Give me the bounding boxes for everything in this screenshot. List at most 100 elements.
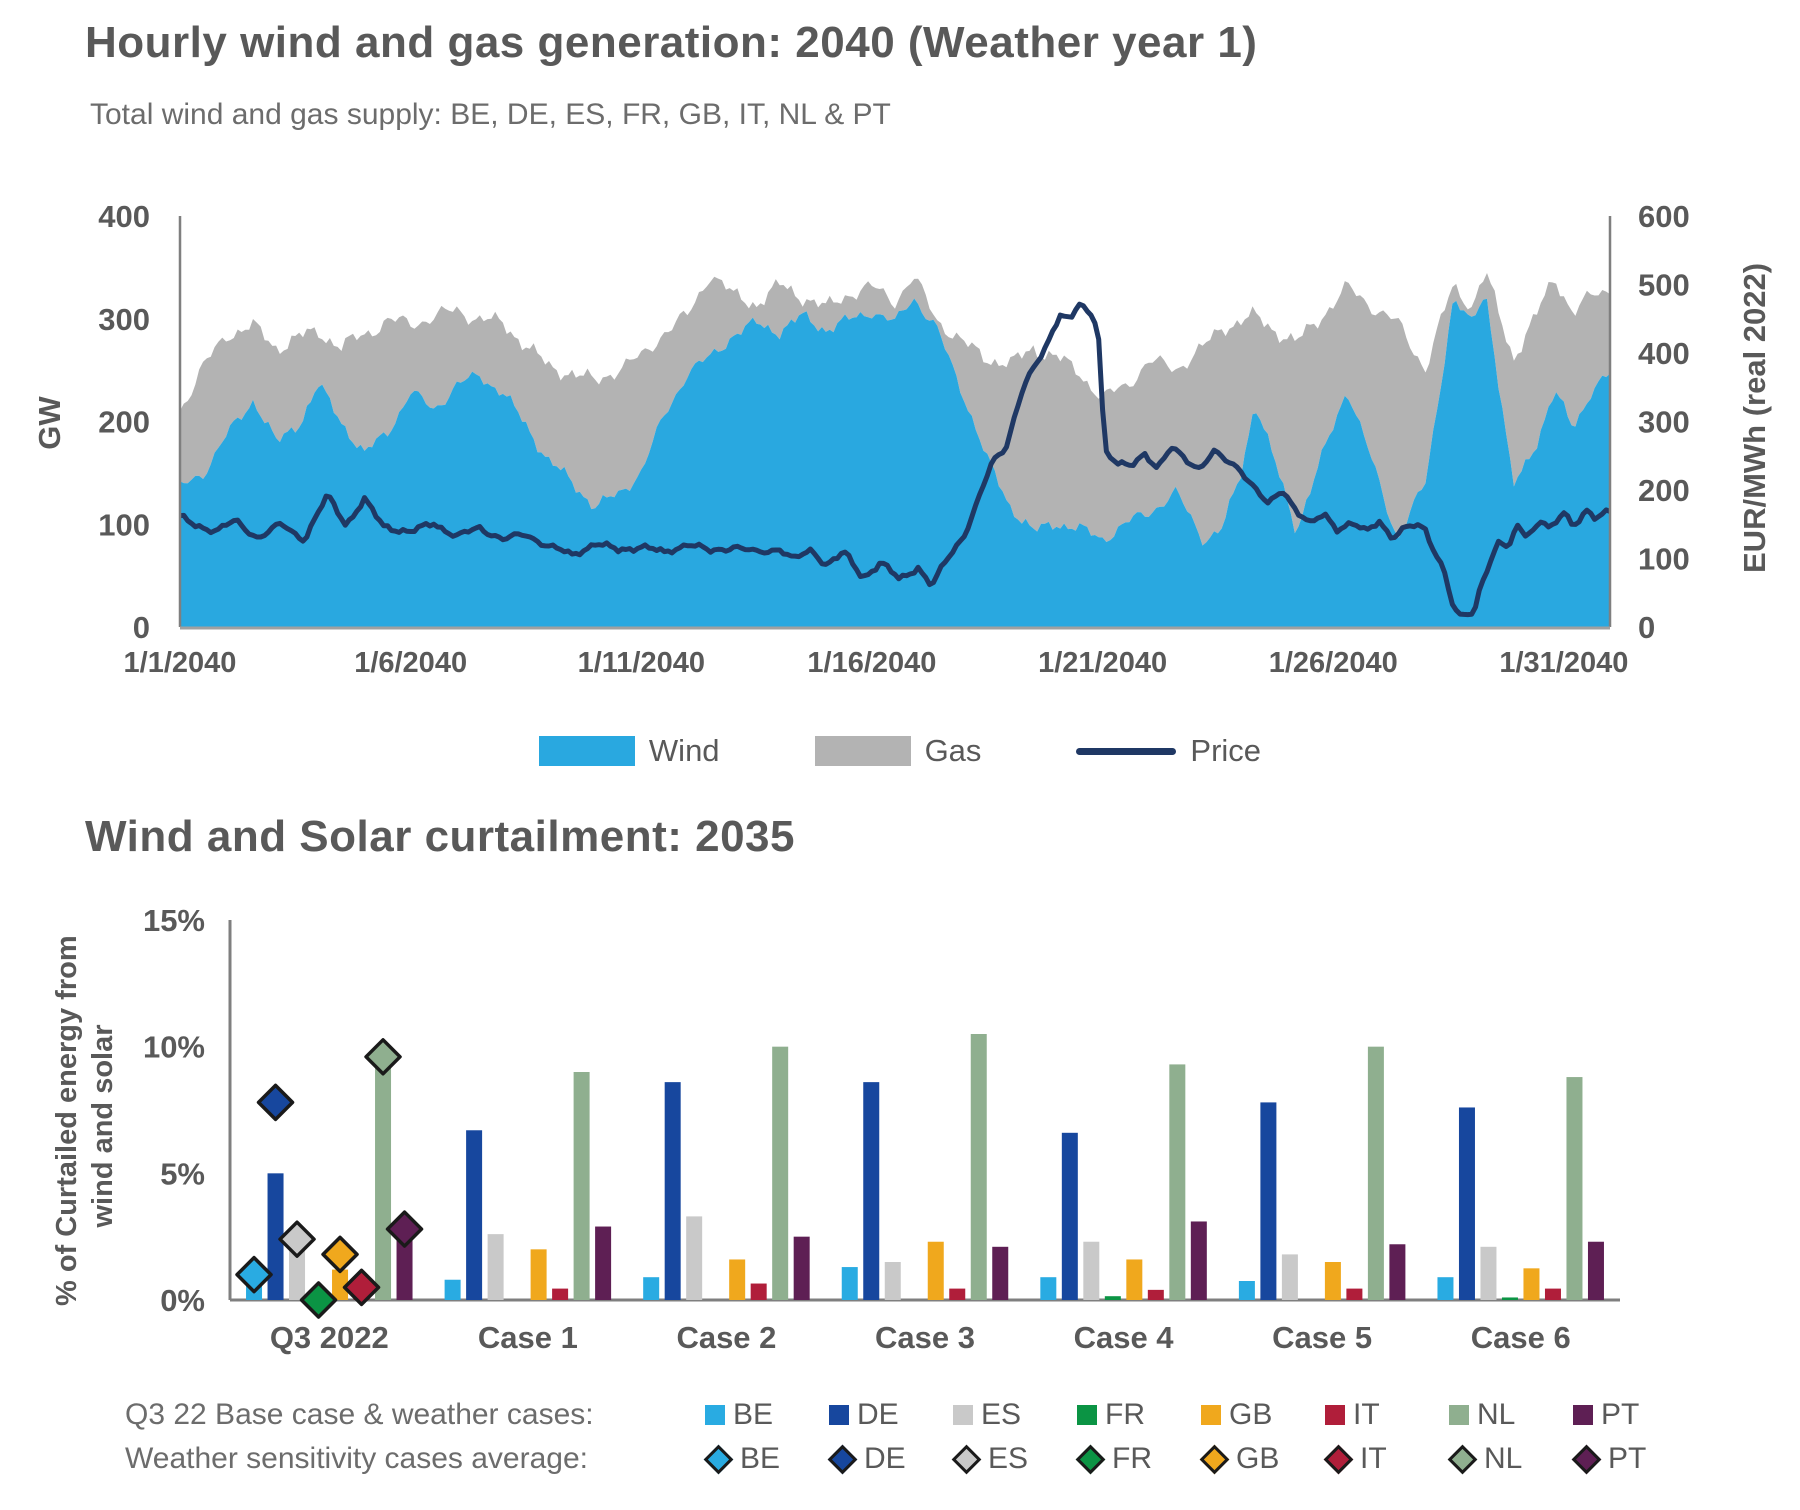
legend-diamond-it: IT	[1323, 1442, 1449, 1476]
bar-pt-case-4	[1190, 1221, 1207, 1300]
bar-it-case-3	[949, 1288, 966, 1300]
right-axis-tick: 200	[1638, 473, 1690, 508]
bar-es-q3-2022	[289, 1244, 306, 1300]
price-line-series	[179, 301, 1611, 618]
date-axis-tick: 1/11/2040	[578, 647, 705, 679]
gas-swatch-icon	[814, 736, 911, 766]
bar-pt-case-2	[793, 1236, 810, 1300]
es-diamond-icon	[951, 1444, 982, 1474]
right-axis-tick: 400	[1638, 336, 1690, 371]
legend-square-it: IT	[1325, 1398, 1449, 1432]
category-label-q3-2022: Q3 2022	[270, 1320, 389, 1355]
legend-label: BE	[740, 1442, 781, 1475]
bar-gb-case-6	[1523, 1268, 1540, 1300]
bar-de-q3-2022	[267, 1173, 284, 1300]
it-diamond-icon	[1323, 1444, 1354, 1474]
legend-label: FR	[1112, 1442, 1152, 1475]
bar-de-case-5	[1260, 1102, 1277, 1300]
date-axis-tick: 1/1/2040	[124, 647, 237, 679]
legend-label: FR	[1105, 1398, 1145, 1431]
legend-diamond-es: ES	[951, 1442, 1077, 1476]
wind-swatch-icon	[538, 736, 635, 766]
left-axis-tick: 400	[98, 199, 150, 234]
category-label-case-2: Case 2	[676, 1320, 776, 1355]
bar-gb-case-2	[729, 1259, 746, 1300]
date-axis-tick: 1/26/2040	[1269, 647, 1398, 679]
date-axis-tick: 1/31/2040	[1499, 647, 1628, 679]
category-label-case-3: Case 3	[875, 1320, 975, 1355]
legend-label: PT	[1601, 1398, 1640, 1431]
weather-diamond-fr	[299, 1281, 338, 1319]
bar-nl-case-6	[1566, 1077, 1583, 1300]
bar-de-case-6	[1458, 1107, 1475, 1300]
legend-label: BE	[733, 1398, 774, 1431]
gas-legend-label: Gas	[924, 733, 982, 768]
bar-de-case-1	[466, 1130, 483, 1300]
bar-gb-case-3	[927, 1241, 944, 1300]
pt-square-icon	[1573, 1405, 1593, 1425]
de-diamond-icon	[827, 1444, 858, 1474]
price-legend-label: Price	[1190, 733, 1262, 768]
fr-diamond-icon	[1075, 1444, 1106, 1474]
bar-gb-case-1	[530, 1249, 547, 1300]
legend-diamond-de: DE	[827, 1442, 953, 1476]
weather-diamond-pt	[385, 1210, 424, 1248]
legend-label: DE	[857, 1398, 899, 1431]
legend-label: NL	[1477, 1398, 1516, 1431]
nl-diamond-icon	[1447, 1444, 1478, 1474]
legend-label: DE	[864, 1442, 906, 1475]
bar-it-case-1	[552, 1288, 569, 1300]
bar-it-case-6	[1544, 1288, 1561, 1300]
it-square-icon	[1325, 1405, 1345, 1425]
bar-be-case-2	[643, 1277, 660, 1300]
es-square-icon	[953, 1405, 973, 1425]
gb-diamond-icon	[1199, 1444, 1230, 1474]
pt-diamond-icon	[1571, 1444, 1602, 1474]
weather-cases-legend-entries: BE DE ES FR GB IT NL PT	[703, 1442, 1775, 1476]
date-axis-tick: 1/21/2040	[1038, 647, 1167, 679]
category-label-case-6: Case 6	[1471, 1320, 1571, 1355]
bar-de-case-4	[1061, 1132, 1078, 1300]
bar-es-case-3	[884, 1262, 901, 1300]
legend-square-be: BE	[705, 1398, 829, 1432]
right-axis-tick: 100	[1638, 542, 1690, 577]
bar-es-case-4	[1083, 1241, 1100, 1300]
weather-diamond-gb	[321, 1235, 359, 1274]
generation-legend: Wind Gas Price	[0, 733, 1800, 769]
bar-be-case-3	[841, 1267, 858, 1300]
legend-diamond-nl: NL	[1447, 1442, 1573, 1476]
right-axis-tick: 600	[1638, 199, 1690, 234]
generation-chart-title: Hourly wind and gas generation: 2040 (We…	[85, 18, 1258, 67]
legend-square-nl: NL	[1449, 1398, 1573, 1432]
price-swatch-icon	[1076, 747, 1177, 755]
bar-es-case-6	[1480, 1246, 1497, 1300]
legend-label: GB	[1236, 1442, 1280, 1475]
left-axis-tick: 100	[98, 507, 150, 542]
bar-fr-case-6	[1501, 1297, 1518, 1300]
bar-nl-q3-2022	[375, 1056, 392, 1300]
legend-square-pt: PT	[1573, 1398, 1697, 1432]
bar-gb-q3-2022	[332, 1269, 349, 1300]
legend-item-price: Price	[1076, 733, 1261, 769]
curtailment-y-tick: 0%	[160, 1283, 205, 1318]
legend-label: GB	[1229, 1398, 1273, 1431]
date-axis-tick: 1/6/2040	[354, 647, 467, 679]
legend-diamond-pt: PT	[1571, 1442, 1697, 1476]
generation-chart-subtitle: Total wind and gas supply: BE, DE, ES, F…	[90, 98, 891, 131]
de-square-icon	[829, 1405, 849, 1425]
curtailment-y-tick: 10%	[143, 1030, 205, 1065]
legend-diamond-gb: GB	[1199, 1442, 1325, 1476]
left-axis-tick: 0	[133, 610, 150, 645]
right-axis-tick: 500	[1638, 268, 1690, 303]
gb-square-icon	[1201, 1405, 1221, 1425]
weather-diamond-nl	[364, 1038, 402, 1076]
curtailment-legend-base-row: Q3 22 Base case & weather cases: BE DE ES F…	[125, 1398, 1775, 1432]
weather-diamond-it	[342, 1268, 381, 1307]
weather-diamond-de	[256, 1083, 295, 1122]
weather-diamond-be	[235, 1255, 273, 1294]
bar-de-case-2	[664, 1082, 681, 1300]
bar-es-case-2	[686, 1216, 703, 1300]
left-axis-tick: 200	[98, 405, 150, 440]
curtailment-y-tick: 15%	[143, 903, 205, 938]
bar-be-case-5	[1238, 1281, 1255, 1300]
